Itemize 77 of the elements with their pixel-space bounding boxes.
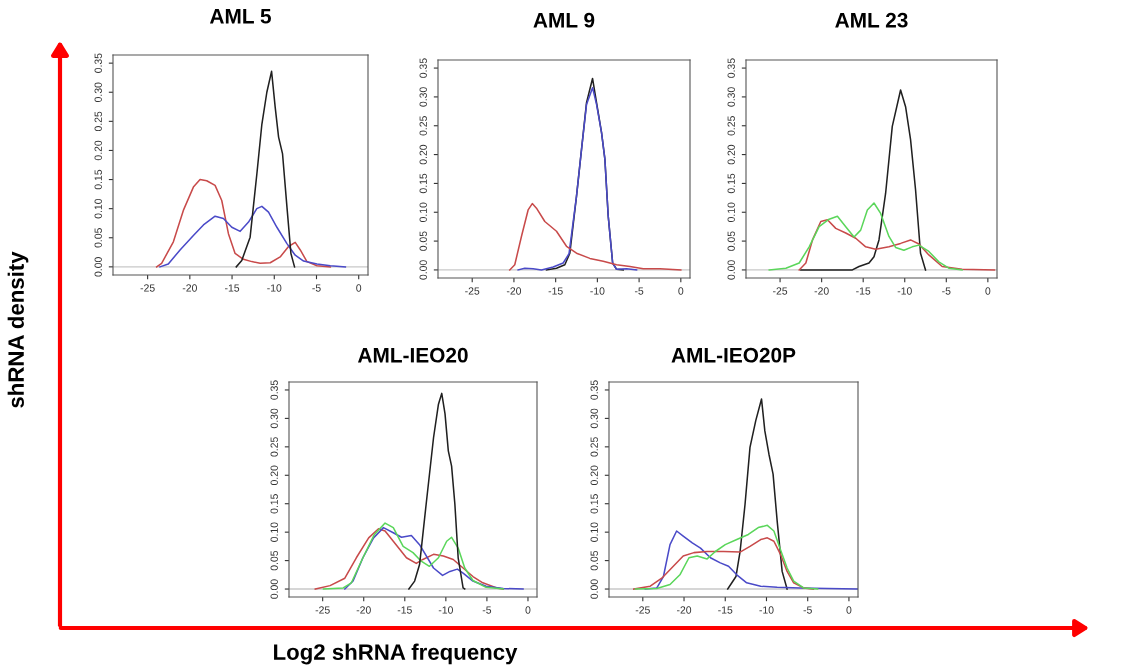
y-tick-label: 0.00: [94, 257, 102, 277]
y-tick-label: 0.15: [94, 169, 102, 190]
y-tick-label: 0.05: [270, 550, 278, 571]
x-tick-label: -10: [759, 606, 774, 614]
y-tick-label: 0.05: [94, 228, 102, 248]
x-tick-label: 0: [525, 606, 531, 614]
chart-title: AML 5: [209, 9, 271, 24]
y-tick-label: 0.25: [270, 437, 278, 457]
x-tick-label: -10: [438, 606, 453, 614]
y-tick-label: 0.30: [590, 408, 598, 429]
y-tick-label: 0.15: [727, 173, 735, 194]
y-tick-label: 0.20: [419, 144, 427, 165]
y-tick-label: 0.35: [419, 58, 427, 78]
x-tick-label: -20: [182, 284, 197, 292]
y-tick-label: 0.35: [590, 380, 598, 400]
y-tick-label: 0.35: [94, 53, 102, 73]
x-tick-label: -20: [356, 606, 371, 614]
chart-title: AML-IEO20P: [671, 347, 796, 363]
x-tick-label: -25: [773, 287, 788, 295]
x-tick-label: 0: [678, 287, 684, 295]
y-axis-title: shRNA density: [7, 251, 29, 408]
x-tick-label: -20: [814, 287, 829, 295]
x-tick-label: -25: [140, 284, 155, 292]
x-tick-label: -15: [718, 606, 733, 614]
y-tick-label: 0.15: [590, 494, 598, 514]
chart-title: AML-IEO20: [357, 347, 468, 363]
x-tick-label: -5: [942, 287, 951, 295]
x-tick-label: -5: [312, 284, 321, 292]
x-axis-title: Log2 shRNA frequency: [274, 643, 518, 665]
y-tick-label: 0.10: [94, 198, 102, 219]
y-tick-label: 0.15: [270, 494, 278, 514]
x-tick-label: -10: [897, 287, 912, 295]
y-tick-label: 0.30: [419, 87, 427, 107]
y-tick-label: 0.00: [727, 260, 735, 280]
x-tick-label: -25: [635, 606, 650, 614]
chart-title: AML 9: [533, 12, 595, 28]
y-tick-label: 0.15: [419, 173, 427, 194]
x-tick-label: -20: [676, 606, 692, 614]
y-tick-label: 0.10: [590, 522, 598, 542]
x-tick-label: 0: [356, 284, 362, 292]
x-tick-label: -5: [482, 606, 492, 614]
x-tick-label: -5: [803, 606, 812, 614]
x-tick-label: -25: [315, 606, 330, 614]
y-tick-label: 0.10: [270, 522, 278, 542]
y-tick-label: 0.00: [590, 579, 598, 599]
y-tick-label: 0.20: [590, 465, 598, 486]
y-tick-label: 0.35: [727, 58, 735, 78]
y-tick-label: 0.00: [419, 260, 427, 280]
y-tick-label: 0.05: [727, 231, 735, 251]
y-tick-label: 0.25: [590, 437, 598, 457]
y-tick-label: 0.30: [94, 82, 102, 102]
x-tick-label: -25: [465, 287, 480, 295]
y-tick-label: 0.00: [270, 579, 278, 599]
y-tick-label: 0.20: [94, 140, 102, 161]
y-tick-label: 0.30: [727, 87, 735, 107]
x-tick-label: -15: [548, 287, 563, 295]
x-tick-label: -10: [590, 287, 605, 295]
y-tick-label: 0.05: [419, 231, 427, 251]
y-tick-label: 0.25: [94, 111, 102, 132]
y-tick-label: 0.25: [727, 116, 735, 136]
y-tick-label: 0.20: [727, 144, 735, 165]
x-tick-label: -20: [506, 287, 522, 295]
x-tick-label: -15: [856, 287, 871, 295]
x-tick-label: -15: [397, 606, 412, 614]
x-tick-label: -10: [267, 284, 282, 292]
y-tick-label: 0.35: [270, 380, 278, 400]
y-tick-label: 0.10: [727, 202, 735, 222]
x-tick-label: -15: [224, 284, 240, 292]
y-tick-label: 0.25: [419, 116, 427, 136]
y-tick-label: 0.10: [419, 202, 427, 222]
y-tick-label: 0.30: [270, 408, 278, 429]
x-tick-label: -5: [634, 287, 644, 295]
y-tick-label: 0.20: [270, 465, 278, 486]
x-tick-label: 0: [846, 606, 852, 614]
chart-title: AML 23: [835, 12, 908, 28]
y-tick-label: 0.05: [590, 550, 598, 571]
x-tick-label: 0: [985, 287, 991, 295]
